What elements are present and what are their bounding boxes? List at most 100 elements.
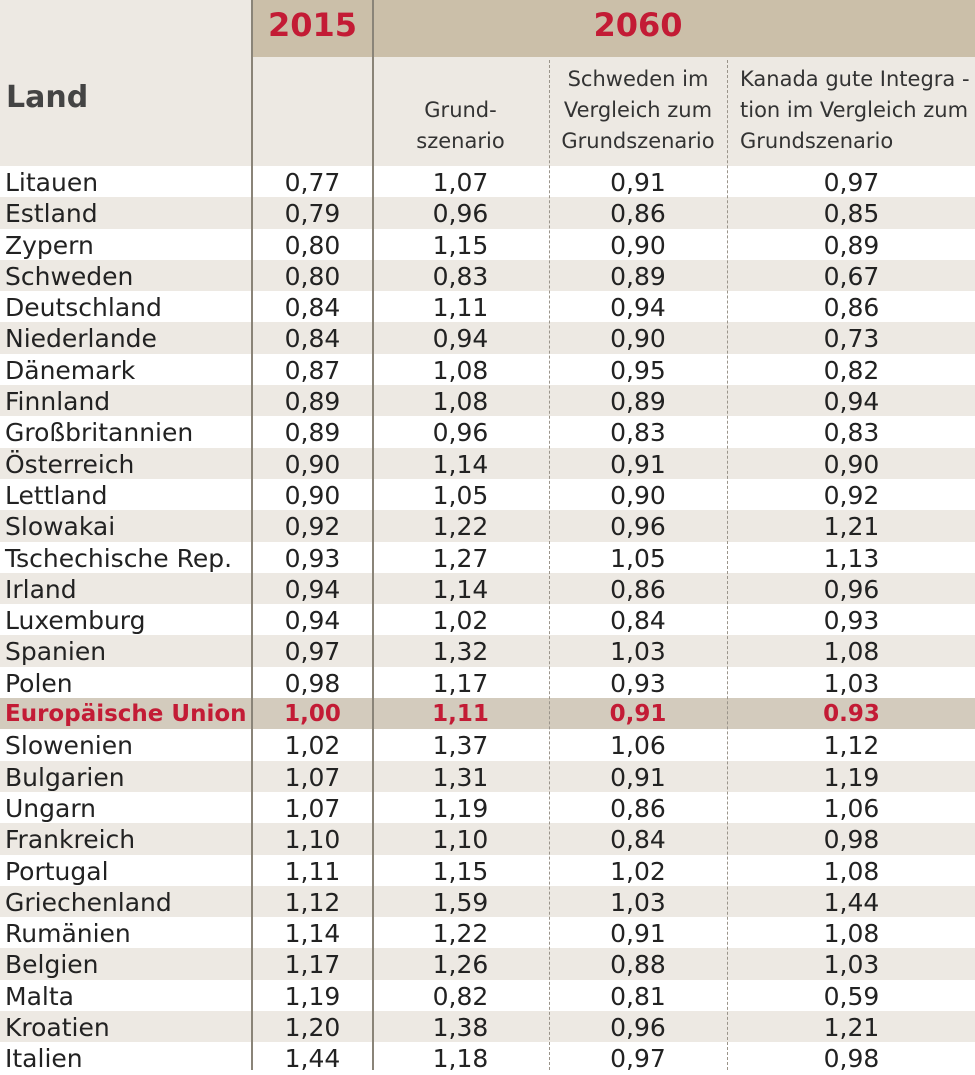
col-header-kanada-line-1: Kanada gute Integra - <box>740 67 970 91</box>
table-row: Italien 1,44 1,18 0,97 0,98 <box>0 1042 975 1073</box>
table-row: Estland 0,79 0,96 0,86 0,85 <box>0 197 975 229</box>
value-cell: 0,84 <box>284 324 341 354</box>
country-cell: Deutschland <box>5 293 162 323</box>
country-cell: Großbritannien <box>5 418 194 448</box>
value-cell: 0,80 <box>284 230 341 260</box>
col-header-grundszenario: Grund- szenario <box>373 95 548 157</box>
value-cell: 0,84 <box>610 825 666 855</box>
col-header-kanada-line-3: Grundszenario <box>740 129 894 153</box>
value-cell: 0,91 <box>610 449 666 479</box>
country-cell: Lettland <box>5 480 108 510</box>
dashed-divider-schweden <box>549 60 550 1070</box>
table-row: Tschechische Rep. 0,93 1,27 1,05 1,13 <box>0 542 975 573</box>
value-cell: 1,15 <box>432 856 489 886</box>
col-header-schweden-line-1: Schweden im <box>567 67 709 91</box>
value-cell: 1,27 <box>432 543 489 573</box>
table-row: Zypern 0,80 1,15 0,90 0,89 <box>0 229 975 260</box>
value-cell: 0,94 <box>284 606 341 636</box>
country-cell: Dänemark <box>5 355 136 385</box>
value-cell: 1,02 <box>610 856 666 886</box>
value-cell: 0,90 <box>284 449 341 479</box>
col-header-kanada: Kanada gute Integra - tion im Vergleich … <box>740 64 975 157</box>
value-cell: 0,91 <box>610 168 666 197</box>
country-cell: Italien <box>5 1044 83 1074</box>
table-row: Schweden 0,80 0,83 0,89 0,67 <box>0 259 975 292</box>
value-cell: 0,73 <box>823 324 880 354</box>
value-cell: 0,80 <box>284 261 341 291</box>
table-row: Österreich 0,90 1,14 0,91 0,90 <box>0 447 975 479</box>
table-row: Ungarn 1,07 1,19 0,86 1,06 <box>0 792 975 823</box>
value-cell: 0,88 <box>610 950 666 980</box>
col-header-schweden: Schweden im Vergleich zum Grundszenario <box>550 64 726 157</box>
land-column-header: Land <box>6 80 89 115</box>
value-cell: 1,37 <box>432 731 489 761</box>
value-cell: 1,22 <box>432 919 489 949</box>
value-cell: 0,98 <box>823 1044 880 1074</box>
country-cell: Litauen <box>5 168 99 197</box>
country-cell: Luxemburg <box>5 606 146 636</box>
value-cell: 0,89 <box>610 387 666 417</box>
value-cell: 0,93 <box>823 606 880 636</box>
value-cell: 0,93 <box>284 543 341 573</box>
value-cell: 1,12 <box>823 731 880 761</box>
country-cell: Tschechische Rep. <box>5 543 233 573</box>
value-cell: 1,07 <box>284 762 341 792</box>
table-row: Spanien 0,97 1,32 1,03 1,08 <box>0 635 975 667</box>
value-cell: 1,11 <box>284 856 341 886</box>
table-row: Slowakai 0,92 1,22 0,96 1,21 <box>0 510 975 542</box>
column-divider-2015 <box>251 0 253 1070</box>
value-cell: 0,83 <box>610 418 666 448</box>
country-cell: Ungarn <box>5 793 97 823</box>
value-cell: 0,97 <box>610 1044 666 1074</box>
value-cell: 0,90 <box>610 230 666 260</box>
value-cell: 1,15 <box>432 230 489 260</box>
table-row: Niederlande 0,84 0,94 0,90 0,73 <box>0 322 975 354</box>
value-cell: 1,32 <box>432 637 489 667</box>
country-cell: Bulgarien <box>5 762 125 792</box>
value-cell: 0,67 <box>823 261 880 291</box>
country-cell: Österreich <box>5 449 135 479</box>
value-cell: 1,21 <box>823 1013 880 1043</box>
country-cell: Zypern <box>5 230 94 260</box>
value-cell: 0,79 <box>284 199 341 229</box>
table-row: Slowenien 1,02 1,37 1,06 1,12 <box>0 729 975 760</box>
country-cell: Europäische Union <box>5 701 247 728</box>
col-header-kanada-line-2: tion im Vergleich zum <box>740 98 969 122</box>
table-row-eu: Europäische Union 1,00 1,11 0,91 0.93 <box>0 698 975 730</box>
table-row: Finnland 0,89 1,08 0,89 0,94 <box>0 385 975 417</box>
country-cell: Polen <box>5 668 73 698</box>
value-cell: 0,84 <box>284 293 341 323</box>
value-cell: 0,96 <box>432 418 489 448</box>
value-cell: 1,14 <box>432 574 489 604</box>
table-row: Luxemburg 0,94 1,02 0,84 0,93 <box>0 604 975 635</box>
table-row: Malta 1,19 0,82 0,81 0,59 <box>0 980 975 1011</box>
value-cell: 0,98 <box>823 825 880 855</box>
table-row: Griechenland 1,12 1,59 1,03 1,44 <box>0 885 975 918</box>
value-cell: 0,92 <box>823 480 880 510</box>
value-cell: 0,94 <box>823 387 880 417</box>
table-row: Belgien 1,17 1,26 0,88 1,03 <box>0 948 975 980</box>
value-cell: 0,96 <box>610 512 666 542</box>
value-cell: 0,91 <box>610 762 666 792</box>
value-cell: 0,87 <box>284 355 341 385</box>
value-cell: 0,97 <box>284 637 341 667</box>
value-cell: 0,77 <box>284 168 341 197</box>
value-cell: 1,02 <box>432 606 489 636</box>
value-cell: 1,10 <box>284 825 341 855</box>
value-cell: 1,22 <box>432 512 489 542</box>
value-cell: 1,17 <box>432 668 489 698</box>
year-2015-header: 2015 <box>267 6 358 44</box>
value-cell: 1,06 <box>823 793 880 823</box>
country-cell: Kroatien <box>5 1013 110 1043</box>
value-cell: 0,97 <box>823 168 880 197</box>
col-header-schweden-line-2: Vergleich zum <box>563 98 713 122</box>
country-cell: Schweden <box>5 261 134 291</box>
value-cell: 0,82 <box>823 355 880 385</box>
country-cell: Slowakai <box>5 512 116 542</box>
country-cell: Portugal <box>5 856 109 886</box>
country-cell: Irland <box>5 574 77 604</box>
value-cell: 1,14 <box>284 919 341 949</box>
value-cell: 0,83 <box>432 261 489 291</box>
country-cell: Slowenien <box>5 731 133 761</box>
value-cell: 0,89 <box>284 418 341 448</box>
